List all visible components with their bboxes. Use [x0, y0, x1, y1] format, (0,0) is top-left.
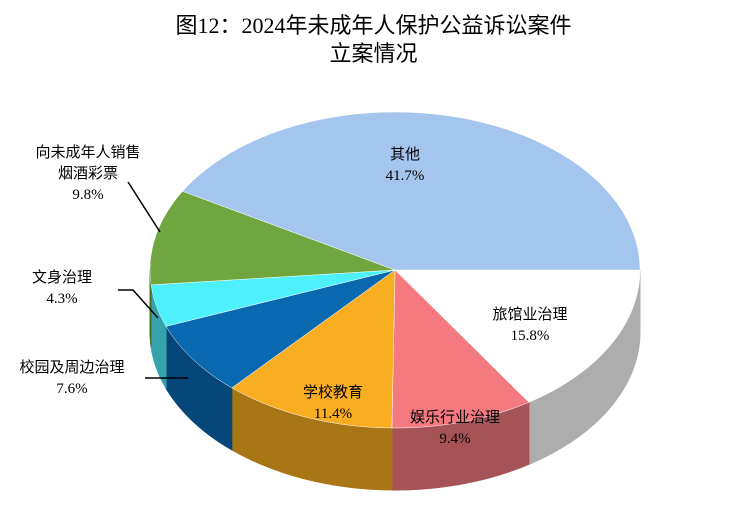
- slice-label: 向未成年人销售烟酒彩票 9.8%: [32, 143, 144, 206]
- category-label: 娱乐行业治理: [409, 410, 501, 426]
- category-label: 其他: [389, 147, 420, 163]
- value-label: 15.8%: [510, 328, 550, 344]
- slice-label: 其他 41.7%: [386, 145, 425, 187]
- tops: [149, 111, 641, 429]
- chart-title: 图12：2024年未成年人保护公益诉讼案件: [175, 13, 572, 38]
- slice-label: 娱乐行业治理 9.4%: [410, 408, 500, 450]
- category-label: 文身治理: [31, 270, 93, 286]
- value-label: 4.3%: [46, 291, 78, 307]
- leader-line: [118, 289, 159, 319]
- category-label: 向未成年人销售烟酒彩票: [35, 145, 141, 182]
- slice: [182, 111, 641, 271]
- slice-label: 学校教育 11.4%: [303, 383, 363, 425]
- category-label: 学校教育: [302, 385, 364, 401]
- leader-line: [127, 181, 161, 233]
- slice-label: 校园及周边治理 7.6%: [19, 358, 124, 400]
- slice: [394, 269, 641, 403]
- value-label: 11.4%: [313, 406, 353, 422]
- category-label: 校园及周边治理: [19, 360, 125, 376]
- value-label: 7.6%: [56, 381, 88, 397]
- category-label: 旅馆业治理: [492, 307, 568, 323]
- slice: [391, 269, 530, 429]
- slice-label: 文身治理 4.3%: [32, 268, 92, 310]
- value-label: 9.8%: [72, 187, 104, 203]
- chart-title: 立案情况: [329, 41, 418, 66]
- slice-label: 旅馆业治理 15.8%: [492, 305, 567, 347]
- slice: [231, 269, 396, 429]
- slice: [149, 190, 396, 286]
- value-label: 9.4%: [439, 431, 471, 447]
- slice: [150, 269, 396, 327]
- slice: [165, 269, 396, 389]
- value-label: 41.7%: [385, 168, 425, 184]
